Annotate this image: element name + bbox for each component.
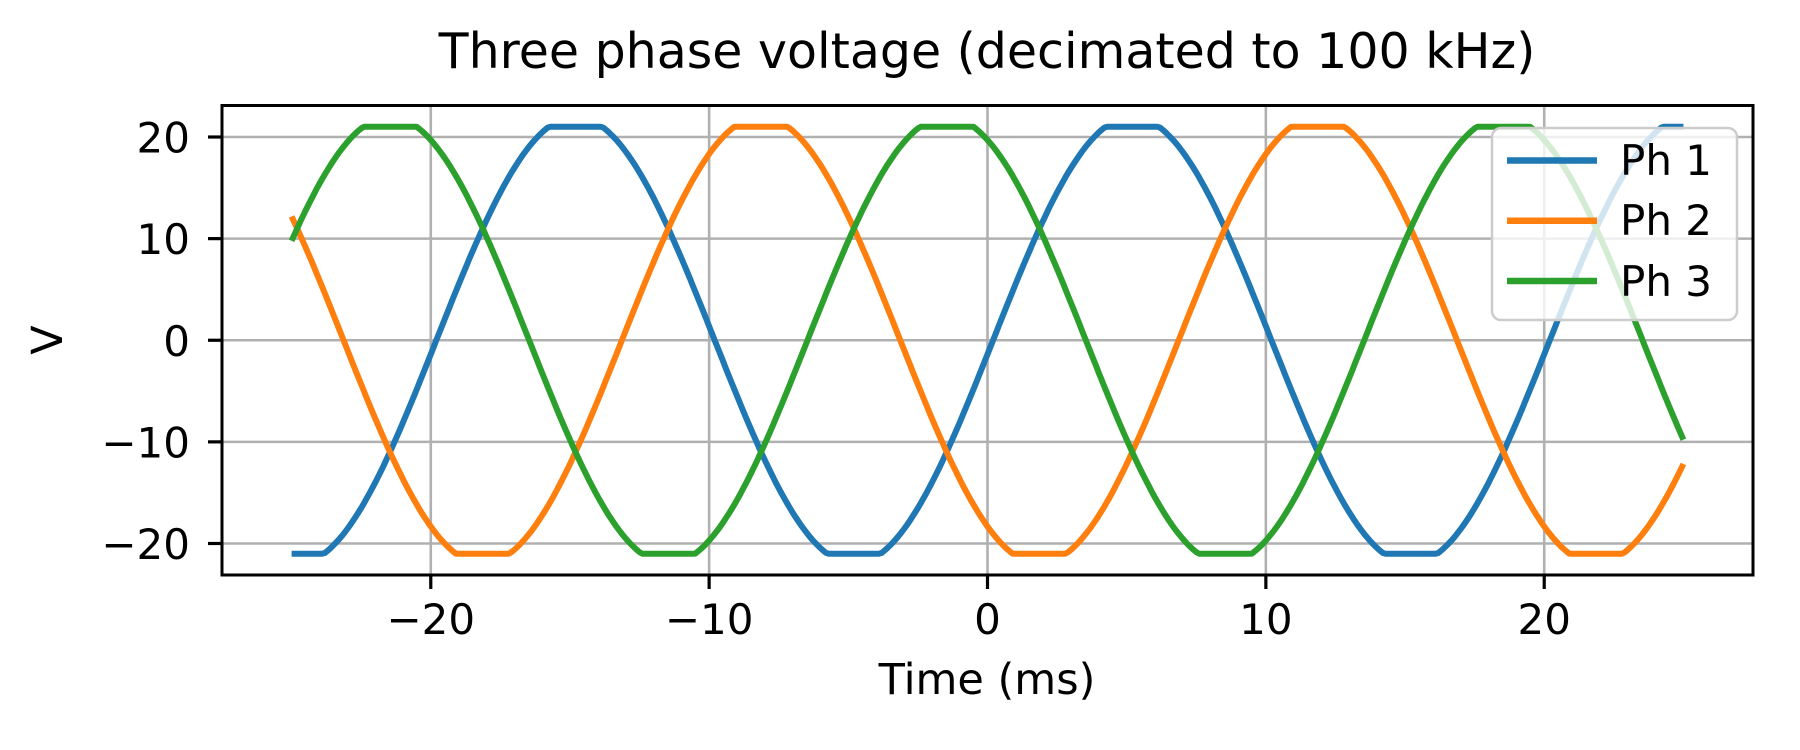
y-axis-label: V bbox=[23, 325, 73, 355]
chart-title: Three phase voltage (decimated to 100 kH… bbox=[438, 23, 1536, 80]
y-tick-labels: 20 10 0 −10 −20 bbox=[101, 114, 190, 569]
x-tick-labels: −20 −10 0 10 20 bbox=[386, 595, 1571, 644]
x-tick-label-2: 0 bbox=[974, 595, 1001, 644]
legend-label-ph3: Ph 3 bbox=[1620, 257, 1712, 306]
x-tick-label-4: 20 bbox=[1518, 595, 1571, 644]
x-tick-label-3: 10 bbox=[1239, 595, 1292, 644]
legend-label-ph2: Ph 2 bbox=[1620, 196, 1712, 245]
y-tick-label-0: 20 bbox=[137, 114, 190, 163]
waveform-3 bbox=[288, 123, 1687, 557]
legend-label-ph1: Ph 1 bbox=[1620, 136, 1712, 185]
y-tick-label-1: 10 bbox=[137, 215, 190, 264]
x-tick-label-1: −10 bbox=[665, 595, 754, 644]
legend-item-ph2: Ph 2 bbox=[1507, 196, 1712, 245]
x-tick-label-0: −20 bbox=[386, 595, 475, 644]
y-tick-label-3: −10 bbox=[101, 418, 190, 467]
legend-item-ph1: Ph 1 bbox=[1507, 136, 1712, 185]
waveforms bbox=[288, 123, 1687, 557]
waveform-1 bbox=[291, 123, 1684, 557]
waveform-2 bbox=[288, 123, 1687, 557]
y-tick-label-4: −20 bbox=[101, 520, 190, 569]
x-axis-label: Time (ms) bbox=[878, 655, 1096, 705]
y-tick-label-2: 0 bbox=[163, 317, 190, 366]
legend: Ph 1 Ph 2 Ph 3 bbox=[1490, 126, 1739, 322]
legend-item-ph3: Ph 3 bbox=[1507, 257, 1712, 306]
legend-box bbox=[1490, 126, 1739, 322]
tick-marks bbox=[208, 135, 1546, 589]
